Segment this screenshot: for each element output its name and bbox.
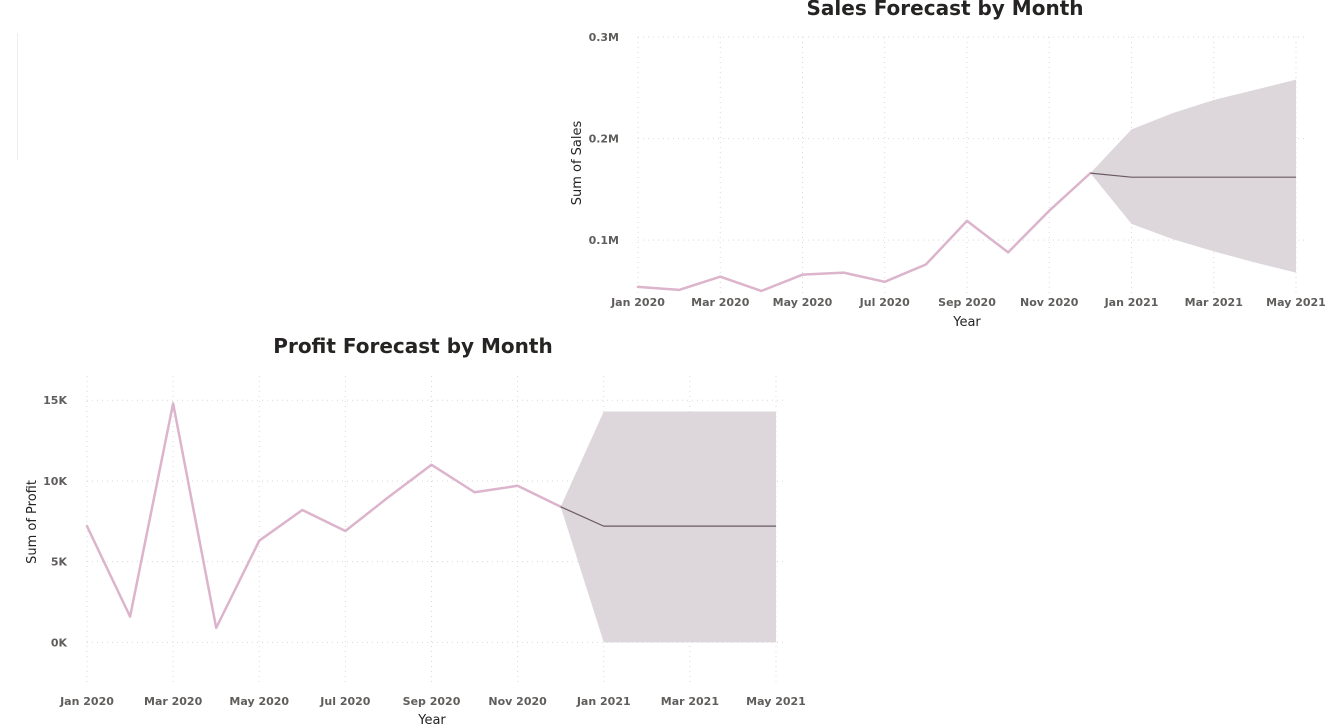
sales-y-tick-label: 0.1M	[589, 234, 619, 247]
profit-x-tick-label: Jan 2020	[59, 695, 114, 708]
sales-x-tick-label: Nov 2020	[1020, 296, 1079, 309]
sales-y-axis-title: Sum of Sales	[570, 121, 585, 206]
profit-x-tick-label: Sep 2020	[403, 695, 461, 708]
sales-x-tick-label: Jul 2020	[859, 296, 910, 309]
profit-x-tick-label: Mar 2020	[144, 695, 203, 708]
profit-x-tick-label: Jan 2021	[576, 695, 631, 708]
profit-y-axis-title: Sum of Profit	[25, 480, 40, 564]
profit-y-tick-label: 10K	[43, 475, 67, 488]
sales-x-tick-label: Jan 2021	[1104, 296, 1159, 309]
profit-y-tick-label: 15K	[43, 394, 67, 407]
sales-x-axis-title: Year	[952, 315, 981, 330]
sales-x-tick-label: Jan 2020	[610, 296, 665, 309]
sales-y-tick-label: 0.3M	[589, 31, 619, 44]
sales-y-tick-label: 0.2M	[589, 133, 619, 146]
profit-x-tick-label: Mar 2021	[661, 695, 719, 708]
profit-x-tick-label: Nov 2020	[488, 695, 547, 708]
profit-actual-line	[85, 402, 562, 630]
profit-y-tick-label: 5K	[51, 556, 68, 569]
sales-actual-line	[636, 171, 1092, 293]
sales-confidence-band	[1090, 79, 1296, 273]
sales-x-tick-label: Sep 2020	[938, 296, 996, 309]
sales-x-tick-label: May 2020	[773, 296, 833, 309]
sales-chart-title: Sales Forecast by Month	[806, 0, 1084, 20]
sales-x-tick-label: Mar 2021	[1185, 296, 1243, 309]
profit-x-tick-label: May 2021	[746, 695, 806, 708]
sales-x-tick-label: Mar 2020	[691, 296, 750, 309]
empty-panel-border	[17, 33, 18, 160]
profit-y-tick-label: 0K	[51, 636, 68, 649]
profit-x-tick-label: Jul 2020	[319, 695, 370, 708]
sales-x-tick-label: May 2021	[1266, 296, 1325, 309]
profit-x-tick-label: May 2020	[229, 695, 289, 708]
profit-confidence-band	[560, 411, 776, 643]
profit-x-axis-title: Year	[417, 713, 446, 727]
sales-forecast-line	[1090, 172, 1296, 178]
profit-chart-title: Profit Forecast by Month	[273, 334, 553, 358]
profit-forecast-line	[560, 506, 776, 527]
